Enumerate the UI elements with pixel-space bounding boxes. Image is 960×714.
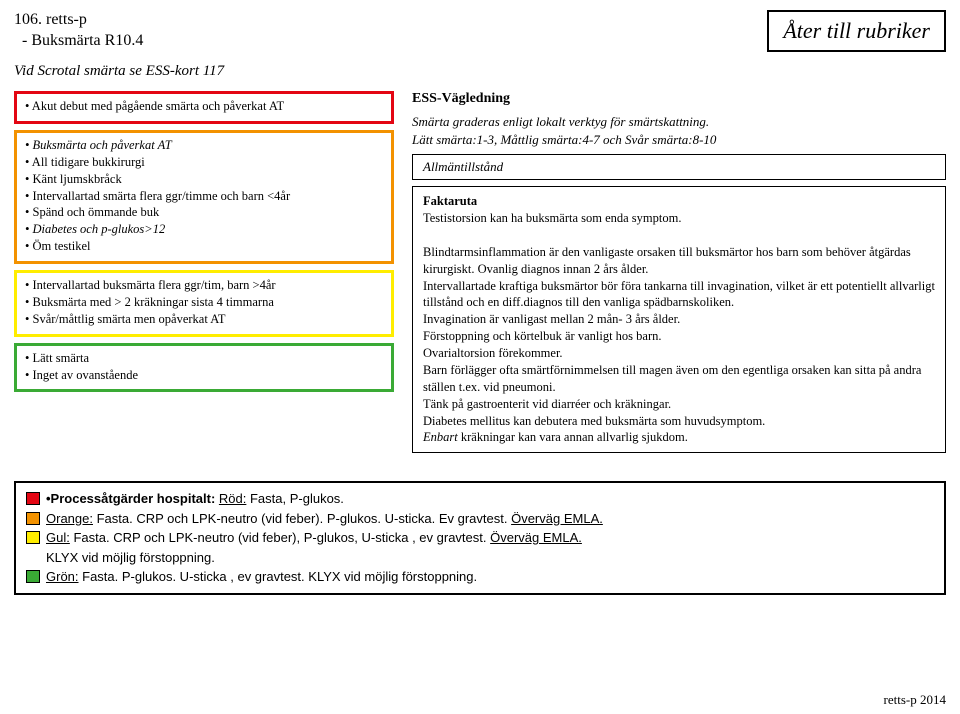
process-orange-emla: Överväg EMLA. xyxy=(511,511,603,526)
triage-red-item: • Akut debut med pågående smärta och påv… xyxy=(25,98,383,115)
process-green-label: Grön: xyxy=(46,569,79,584)
back-to-headings-link[interactable]: Åter till rubriker xyxy=(767,10,946,52)
fact-line: Blindtarmsinflammation är den vanligaste… xyxy=(423,244,935,278)
process-yellow-label: Gul: xyxy=(46,530,70,545)
ess-intro-line: Smärta graderas enligt lokalt verktyg fö… xyxy=(412,114,709,129)
scrotal-note: Vid Scrotal smärta se ESS-kort 117 xyxy=(14,62,224,82)
swatch-orange-icon xyxy=(26,512,40,525)
triage-green-item: • Inget av ovanstående xyxy=(25,367,383,384)
process-row-klyx: KLYX vid möjlig förstoppning. xyxy=(26,548,934,568)
fact-line: Enbart kräkningar kan vara annan allvarl… xyxy=(423,429,935,446)
fact-text: Tänk på gastroenterit vid diarréer och k… xyxy=(423,397,671,411)
triage-orange-item: • Diabetes och p-glukos>12 xyxy=(25,221,383,238)
ess-heading: ESS-Vägledning xyxy=(412,91,946,107)
fact-line: Tänk på gastroenterit vid diarréer och k… xyxy=(423,396,935,413)
triage-orange-item: • Buksmärta och påverkat AT xyxy=(25,137,383,154)
process-row-red: •Processåtgärder hospitalt: Röd: Fasta, … xyxy=(26,489,934,509)
process-orange-text: Fasta. CRP och LPK-neutro (vid feber). P… xyxy=(97,511,511,526)
triage-yellow-item: • Svår/måttlig smärta men opåverkat AT xyxy=(25,311,383,328)
fact-line: Intervallartade kraftiga buksmärtor bör … xyxy=(423,278,935,312)
triage-box-yellow: • Intervallartad buksmärta flera ggr/tim… xyxy=(14,270,394,337)
process-klyx-text: KLYX vid möjlig förstoppning. xyxy=(46,550,215,565)
title-block: 106. retts-p - Buksmärta R10.4 Vid Scrot… xyxy=(14,10,224,87)
fact-line: Testistorsion kan ha buksmärta som enda … xyxy=(423,210,935,227)
process-row-yellow: Gul: Fasta. CRP och LPK-neutro (vid febe… xyxy=(26,528,934,548)
process-lead: •Processåtgärder hospitalt: xyxy=(46,491,219,506)
triage-green-item: • Lätt smärta xyxy=(25,350,383,367)
header-row: 106. retts-p - Buksmärta R10.4 Vid Scrot… xyxy=(14,10,946,87)
process-row-green: Grön: Fasta. P-glukos. U-sticka , ev gra… xyxy=(26,567,934,587)
swatch-yellow-icon xyxy=(26,531,40,544)
triage-box-orange: • Buksmärta och påverkat AT • All tidiga… xyxy=(14,130,394,264)
fact-line: Diabetes mellitus kan debutera med buksm… xyxy=(423,413,935,430)
process-yellow-text: Fasta. CRP och LPK-neutro (vid feber), P… xyxy=(73,530,490,545)
triage-box-red: • Akut debut med pågående smärta och påv… xyxy=(14,91,394,124)
footer-text: retts-p 2014 xyxy=(884,692,946,708)
triage-yellow-item: • Intervallartad buksmärta flera ggr/tim… xyxy=(25,277,383,294)
swatch-red-icon xyxy=(26,492,40,505)
process-red-label: Röd: xyxy=(219,491,246,506)
triage-orange-item: • All tidigare bukkirurgi xyxy=(25,154,383,171)
triage-column: • Akut debut med pågående smärta och påv… xyxy=(14,91,394,453)
fact-box-heading: Faktaruta xyxy=(423,193,935,210)
swatch-green-icon xyxy=(26,570,40,583)
fact-text-italic: Enbart xyxy=(423,430,458,444)
process-green-text: Fasta. P-glukos. U-sticka , ev gravtest.… xyxy=(82,569,477,584)
fact-line: Invagination är vanligast mellan 2 mån- … xyxy=(423,311,935,328)
fact-line: Förstoppning och körtelbuk är vanligt ho… xyxy=(423,328,935,345)
fact-box: Faktaruta Testistorsion kan ha buksmärta… xyxy=(412,186,946,453)
process-yellow-emla: Överväg EMLA. xyxy=(490,530,582,545)
fact-line: Ovarialtorsion förekommer. xyxy=(423,345,935,362)
main-columns: • Akut debut med pågående smärta och påv… xyxy=(14,91,946,453)
ess-intro: Smärta graderas enligt lokalt verktyg fö… xyxy=(412,113,946,148)
ess-intro-line: Lätt smärta:1-3, Måttlig smärta:4-7 och … xyxy=(412,132,716,147)
doc-diagnosis: - Buksmärta R10.4 xyxy=(14,31,224,52)
triage-orange-item: • Öm testikel xyxy=(25,238,383,255)
triage-orange-item: • Intervallartad smärta flera ggr/timme … xyxy=(25,188,383,205)
process-row-orange: Orange: Fasta. CRP och LPK-neutro (vid f… xyxy=(26,509,934,529)
triage-box-green: • Lätt smärta • Inget av ovanstående xyxy=(14,343,394,393)
fact-line: Barn förlägger ofta smärtförnimmelsen ti… xyxy=(423,362,935,396)
triage-yellow-item: • Buksmärta med > 2 kräkningar sista 4 t… xyxy=(25,294,383,311)
doc-code: 106. retts-p xyxy=(14,10,224,31)
page: 106. retts-p - Buksmärta R10.4 Vid Scrot… xyxy=(0,0,960,463)
fact-text: kräkningar kan vara annan allvarlig sjuk… xyxy=(458,430,688,444)
info-column: ESS-Vägledning Smärta graderas enligt lo… xyxy=(412,91,946,453)
triage-orange-item: • Känt ljumskbråck xyxy=(25,171,383,188)
process-actions-box: •Processåtgärder hospitalt: Röd: Fasta, … xyxy=(14,481,946,595)
process-orange-label: Orange: xyxy=(46,511,93,526)
general-condition-box: Allmäntillstånd xyxy=(412,154,946,180)
process-red-text: Fasta, P-glukos. xyxy=(250,491,344,506)
triage-orange-item: • Spänd och ömmande buk xyxy=(25,204,383,221)
fact-text: vid pneumoni. xyxy=(483,380,555,394)
